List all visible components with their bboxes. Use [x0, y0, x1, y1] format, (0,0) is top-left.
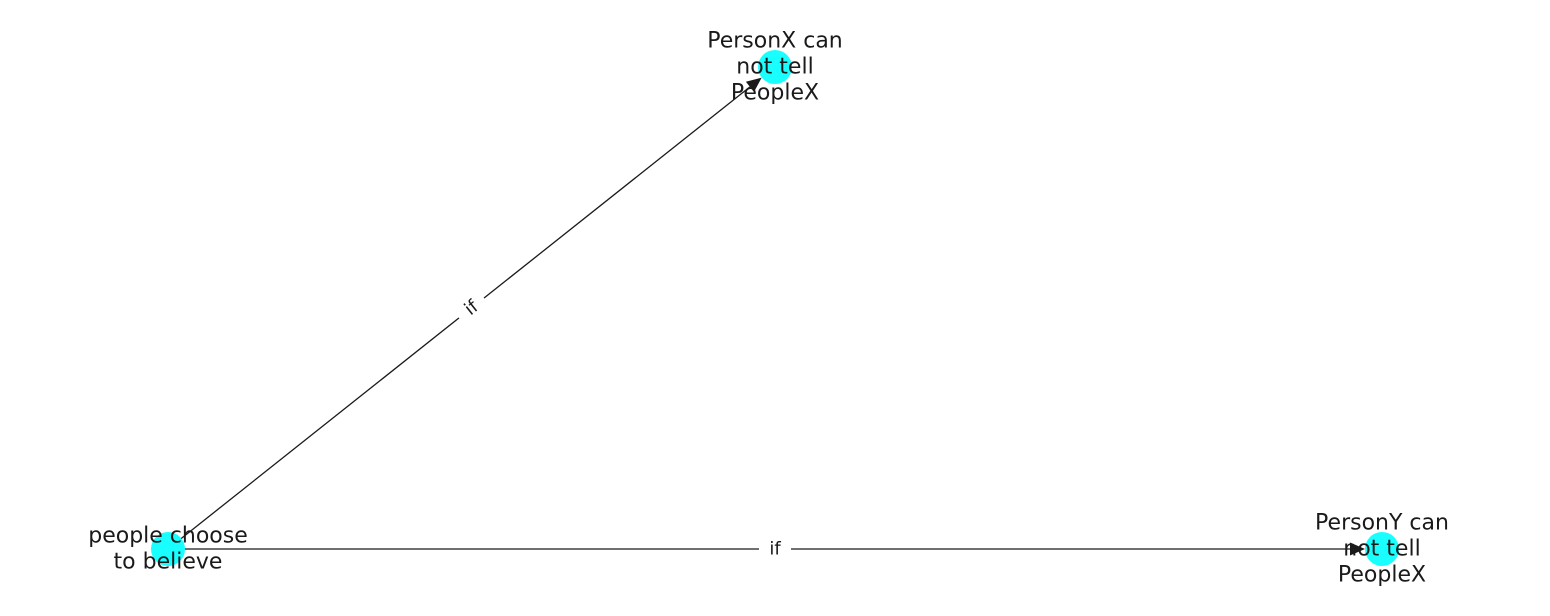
node-persony[interactable] — [1365, 532, 1399, 566]
nodes-layer — [151, 50, 1399, 566]
edge-label-background — [450, 287, 493, 329]
node-label-believe: people choose to believe — [88, 524, 248, 575]
edge-believe-personx: if — [167, 77, 762, 550]
node-label-line: PeopleX — [1338, 563, 1426, 588]
node-label-personx: PersonX can not tell PeopleX — [707, 29, 843, 106]
edge-label-background — [759, 536, 791, 562]
node-personx[interactable] — [758, 50, 792, 84]
node-label-line: PersonX can — [707, 29, 843, 54]
edge-label-group: if — [759, 536, 791, 562]
node-label-line: not tell — [736, 55, 813, 80]
arrowhead-icon — [1350, 542, 1365, 556]
node-label-line: PeopleX — [731, 81, 819, 106]
node-label-line: to believe — [114, 550, 223, 575]
node-label-line: people choose — [88, 524, 248, 549]
node-believe[interactable] — [151, 532, 185, 566]
node-label-line: not tell — [1343, 537, 1420, 562]
edge-label: if — [769, 539, 781, 560]
edge-believe-persony: if — [168, 536, 1365, 562]
node-label-line: PersonY can — [1315, 511, 1449, 536]
edges-layer: if if — [167, 77, 1365, 562]
node-label-persony: PersonY can not tell PeopleX — [1315, 511, 1449, 588]
edge-label-group: if — [450, 287, 493, 329]
arrowhead-icon — [745, 77, 762, 92]
